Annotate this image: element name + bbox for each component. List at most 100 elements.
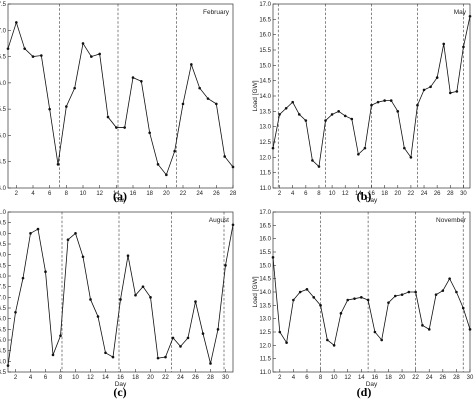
data-point: [468, 14, 472, 18]
y-tick-label: 14.5: [0, 160, 7, 166]
data-point: [271, 146, 275, 150]
data-point: [6, 47, 10, 50]
data-point: [98, 52, 101, 56]
x-tick-label: 18: [381, 191, 388, 197]
month-label: February: [203, 9, 230, 16]
x-tick-label: 22: [408, 191, 415, 197]
x-tick-label: 18: [385, 375, 392, 381]
data-point: [337, 110, 340, 113]
data-point: [292, 298, 295, 302]
y-tick-label: 13.5: [259, 303, 271, 309]
data-point: [380, 338, 383, 342]
y-tick-label: 17.0: [0, 28, 7, 34]
data-point: [297, 113, 301, 116]
x-tick-label: 16: [368, 191, 375, 197]
y-tick-label: 16.0: [0, 317, 7, 323]
x-tick-label: 10: [80, 191, 87, 197]
data-point: [194, 300, 197, 303]
data-point: [6, 364, 10, 367]
x-tick-label: 8: [317, 191, 321, 197]
data-point: [416, 103, 419, 107]
y-tick-label: 12.5: [259, 140, 271, 146]
x-tick-label: 6: [304, 191, 308, 197]
data-point: [223, 155, 226, 158]
data-point: [209, 362, 212, 365]
y-tick-label: 18.0: [0, 274, 7, 280]
y-tick-label: 15.5: [0, 327, 7, 333]
x-tick-label: 10: [329, 191, 336, 197]
y-tick-label: 15.0: [259, 263, 271, 269]
data-point: [216, 328, 220, 331]
x-tick-label: 14: [355, 191, 362, 197]
y-tick-label: 14.5: [259, 277, 271, 283]
data-point: [106, 115, 110, 119]
x-tick-label: 8: [65, 191, 69, 197]
data-point: [429, 85, 432, 89]
x-tick-label: 26: [439, 375, 446, 381]
data-point: [81, 255, 85, 259]
x-tick-label: 4: [291, 191, 295, 197]
y-tick-label: 19.0: [0, 253, 7, 259]
data-point: [48, 107, 51, 111]
data-point: [298, 290, 302, 294]
data-point: [393, 294, 397, 298]
data-point: [171, 336, 175, 340]
x-tick-label: 4: [29, 375, 33, 381]
x-tick-label: 12: [342, 191, 349, 197]
load-series-line: [7, 224, 234, 366]
data-point: [360, 296, 363, 299]
x-tick-label: 6: [44, 375, 48, 381]
x-axis-label: Day: [115, 197, 127, 204]
data-point: [278, 330, 282, 334]
data-point: [66, 238, 70, 242]
y-tick-label: 14.0: [0, 359, 7, 365]
x-tick-label: 2: [14, 375, 18, 381]
data-point: [123, 126, 126, 129]
y-tick-label: 18.5: [0, 263, 7, 269]
data-point: [21, 276, 25, 280]
data-point: [461, 306, 465, 310]
x-tick-label: 14: [102, 375, 109, 381]
data-point: [324, 119, 327, 122]
y-tick-label: 17.0: [0, 295, 7, 301]
data-point: [370, 103, 373, 107]
data-point: [291, 100, 295, 104]
data-point: [330, 113, 334, 116]
data-point: [31, 55, 35, 58]
y-axis-label: Load [GW]: [252, 80, 259, 111]
data-point: [462, 45, 465, 49]
x-tick-label: 2: [278, 375, 282, 381]
data-point: [179, 345, 182, 348]
x-tick-label: 16: [117, 375, 124, 381]
data-point: [317, 165, 321, 168]
y-tick-label: 11.5: [260, 357, 272, 363]
y-tick-label: 16.5: [259, 223, 271, 229]
data-point: [366, 298, 370, 302]
x-tick-label: 12: [96, 191, 103, 197]
x-tick-label: 28: [447, 191, 454, 197]
load-series-line: [272, 257, 471, 347]
data-point: [111, 355, 115, 359]
data-point: [387, 301, 390, 304]
x-tick-label: 28: [453, 375, 460, 381]
x-tick-label: 28: [230, 191, 237, 197]
x-tick-label: 30: [460, 191, 467, 197]
y-tick-label: 17.0: [259, 2, 271, 8]
data-point: [14, 310, 17, 314]
data-point: [156, 163, 160, 166]
panel-caption: (c): [113, 385, 126, 399]
x-tick-label: 22: [162, 375, 169, 381]
panel-caption: (b): [357, 189, 372, 203]
y-tick-label: 16.5: [0, 55, 7, 61]
data-point: [389, 99, 393, 102]
data-point: [44, 270, 47, 274]
data-point: [407, 290, 411, 294]
load-series-line: [7, 21, 234, 176]
data-point: [434, 293, 438, 296]
data-point: [73, 86, 76, 90]
x-tick-label: 20: [394, 191, 401, 197]
y-tick-label: 16.0: [259, 33, 271, 39]
data-point: [271, 256, 275, 259]
x-tick-label: 6: [305, 375, 309, 381]
x-tick-label: 6: [48, 191, 52, 197]
